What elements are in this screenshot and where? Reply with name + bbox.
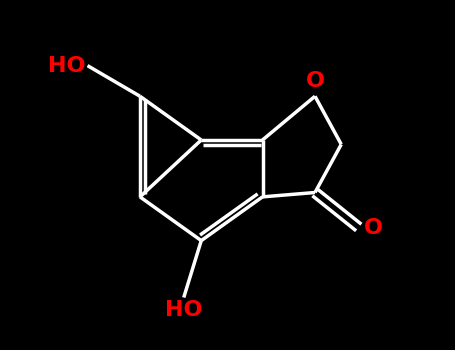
Text: HO: HO [165, 300, 202, 320]
Text: O: O [305, 71, 324, 91]
Text: O: O [364, 217, 383, 238]
Text: HO: HO [48, 56, 86, 76]
